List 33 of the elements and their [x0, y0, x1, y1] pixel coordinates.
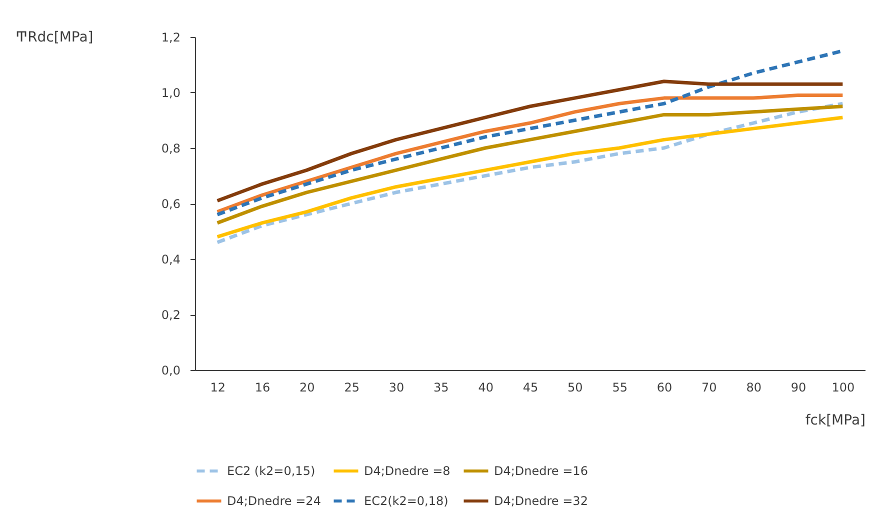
x-tick-label: 20	[300, 380, 315, 394]
x-axis-title: fck[MPa]	[805, 412, 866, 428]
x-tick-label: 25	[344, 380, 360, 394]
y-tick-label: 0,2	[161, 308, 180, 322]
x-tick-label: 60	[656, 380, 672, 394]
x-tick-label: 90	[790, 380, 806, 394]
y-tick-label: 0,0	[161, 364, 180, 378]
x-tick-label: 55	[612, 380, 628, 394]
legend-label: D4;Dnedre =16	[494, 464, 588, 478]
x-tick-label: 50	[568, 380, 583, 394]
x-tick-label: 30	[388, 380, 404, 394]
x-tick-label: 70	[702, 380, 717, 394]
x-tick-label: 40	[478, 380, 494, 394]
line-series	[216, 94, 844, 214]
y-tick-label: 1,0	[161, 86, 180, 100]
x-tick-label: 35	[434, 380, 449, 394]
x-tick-label: 12	[210, 380, 226, 394]
legend-label: EC2(k2=0,18)	[364, 494, 448, 508]
x-tick-label: 100	[832, 380, 855, 394]
x-tick-label: 16	[254, 380, 270, 394]
legend-label: D4;Dnedre =32	[494, 494, 588, 508]
y-tick-label: 0,8	[161, 142, 180, 156]
line-series	[216, 104, 844, 225]
legend-label: D4;Dnedre =24	[227, 494, 321, 508]
y-axis-title: ͲRdc[MPa]	[16, 30, 94, 46]
legend-label: EC2 (k2=0,15)	[227, 464, 316, 478]
x-tick-label: 80	[746, 380, 762, 394]
line-series	[216, 80, 844, 202]
x-tick-label: 45	[522, 380, 538, 394]
legend-label: D4;Dnedre =8	[364, 464, 450, 478]
y-tick-label: 0,6	[161, 197, 180, 211]
y-tick-label: 1,2	[161, 30, 180, 44]
y-tick-label: 0,4	[161, 252, 180, 266]
